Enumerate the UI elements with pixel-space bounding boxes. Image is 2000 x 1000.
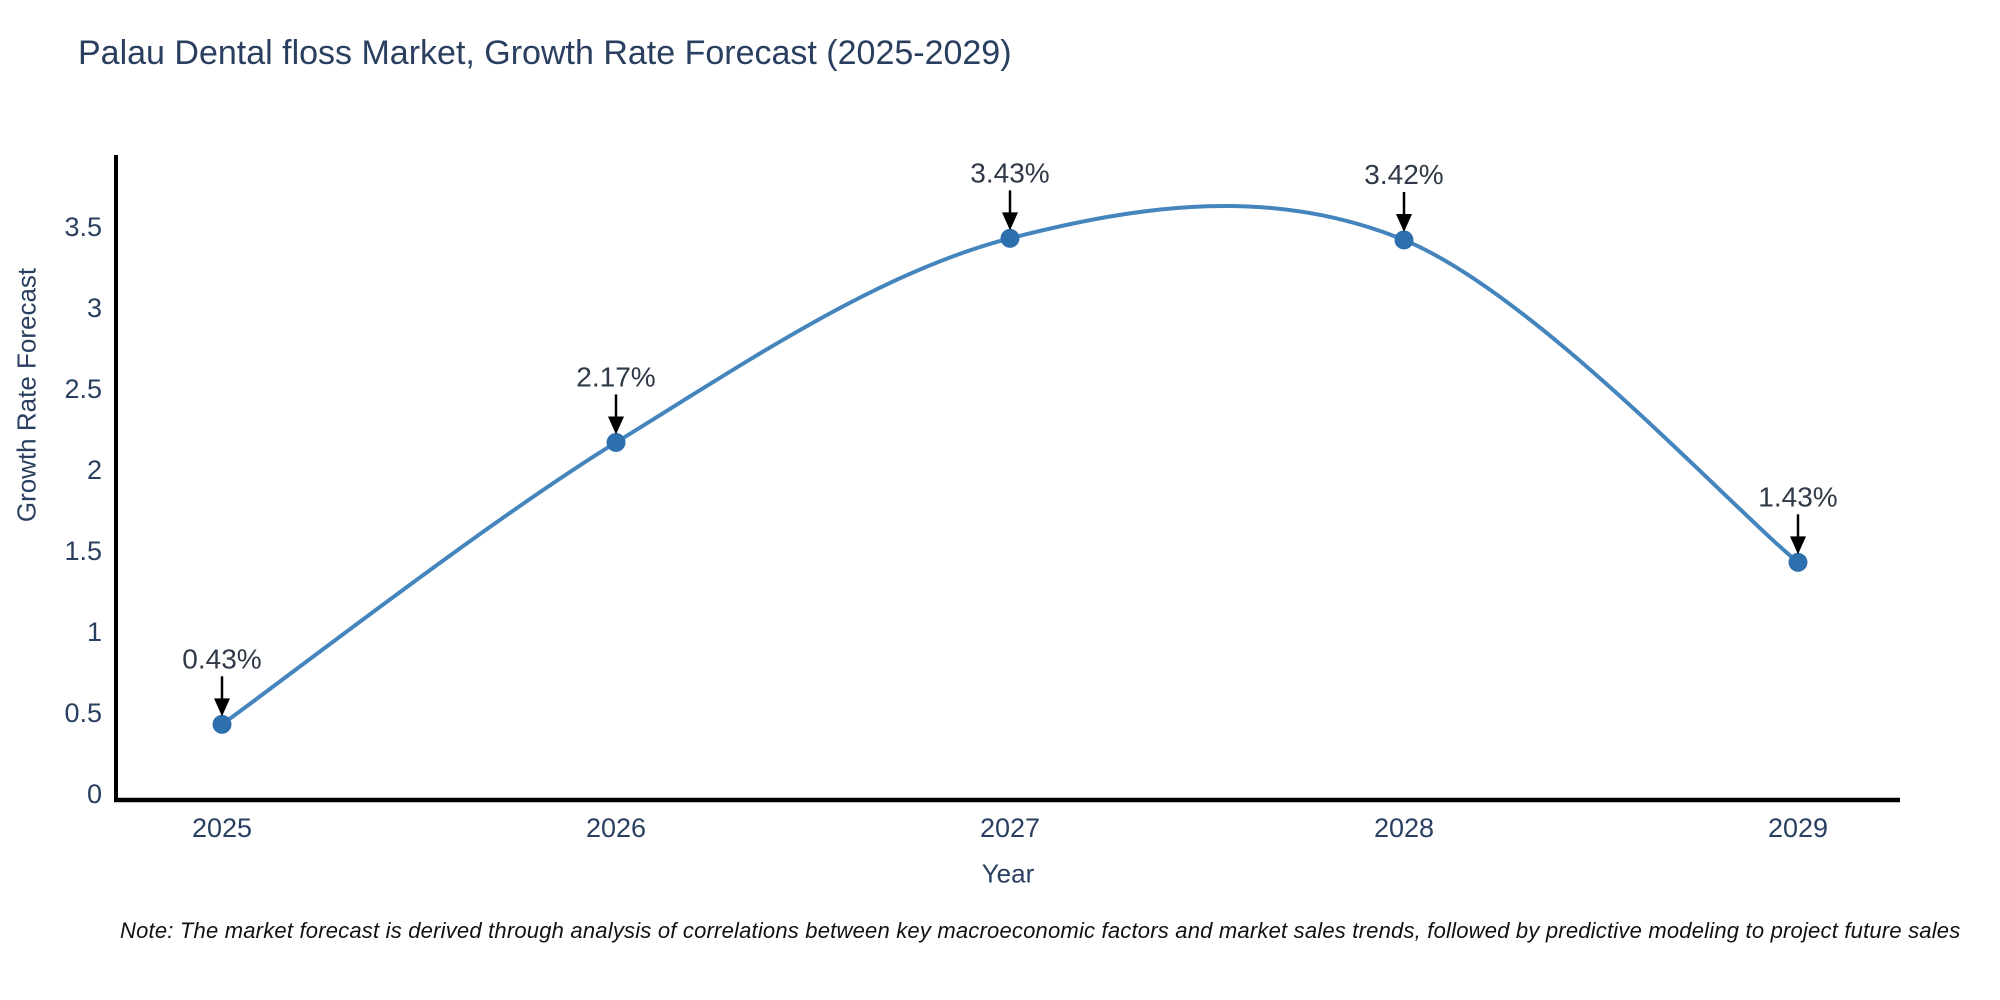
- data-point-2026: [606, 432, 626, 452]
- y-tick-label-0.5: 0.5: [64, 698, 102, 728]
- y-tick-label-3.5: 3.5: [64, 212, 102, 242]
- y-tick-label-2: 2: [87, 455, 102, 485]
- point-value-label-2027: 3.43%: [970, 157, 1049, 188]
- y-tick-label-2.5: 2.5: [64, 374, 102, 404]
- x-tick-label-2026: 2026: [586, 813, 646, 843]
- data-point-2027: [1000, 228, 1020, 248]
- y-tick-label-1: 1: [87, 617, 102, 647]
- x-tick-label-2028: 2028: [1374, 813, 1434, 843]
- point-value-label-2028: 3.42%: [1364, 159, 1443, 190]
- point-value-label-2029: 1.43%: [1758, 481, 1837, 512]
- x-axis-title: Year: [981, 858, 1035, 889]
- data-point-2028: [1394, 230, 1414, 250]
- x-tick-label-2025: 2025: [192, 813, 252, 843]
- x-tick-label-2029: 2029: [1768, 813, 1828, 843]
- chart-title: Palau Dental floss Market, Growth Rate F…: [78, 34, 1012, 72]
- annotation-arrowhead-2029: [1790, 536, 1806, 555]
- point-value-label-2025: 0.43%: [182, 643, 261, 674]
- x-tick-label-2027: 2027: [980, 813, 1040, 843]
- data-point-2025: [212, 714, 232, 734]
- y-axis-title: Growth Rate Forecast: [11, 267, 42, 523]
- y-tick-label-3: 3: [87, 293, 102, 323]
- annotation-arrowhead-2026: [608, 416, 624, 435]
- data-point-2029: [1788, 552, 1808, 572]
- annotation-arrowhead-2028: [1396, 213, 1412, 232]
- point-value-label-2026: 2.17%: [576, 361, 655, 392]
- footnote: Note: The market forecast is derived thr…: [120, 918, 1961, 943]
- y-tick-label-0: 0: [87, 779, 102, 809]
- annotation-arrowhead-2025: [214, 698, 230, 717]
- annotation-arrowhead-2027: [1002, 212, 1018, 231]
- y-tick-label-1.5: 1.5: [64, 536, 102, 566]
- trend-line: [220, 204, 1800, 727]
